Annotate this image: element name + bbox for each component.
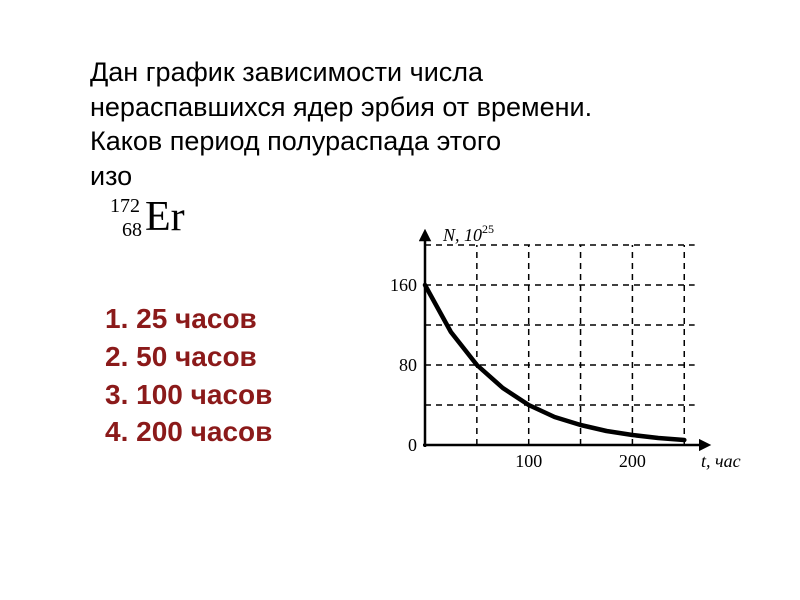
isotope-mass: 172 <box>110 195 140 218</box>
question-line1: Дан график зависимости числа <box>90 57 483 87</box>
question-line4: изо <box>90 161 132 191</box>
decay-chart: 0 80 160 100 200 N, 1025 t, час <box>355 210 755 510</box>
x-tick-label: 200 <box>619 451 646 471</box>
y-tick-label: 160 <box>390 275 417 295</box>
question-text: Дан график зависимости числа нераспавших… <box>90 55 710 193</box>
answer-option-3: 3. 100 часов <box>105 376 272 414</box>
y-tick-label: 0 <box>408 435 417 455</box>
y-tick-label: 80 <box>399 355 417 375</box>
x-tick-label: 100 <box>515 451 542 471</box>
decay-chart-svg: 0 80 160 100 200 N, 1025 t, час <box>355 210 755 490</box>
x-axis-label: t, час <box>701 451 741 471</box>
question-line3: Каков период полураспада этого <box>90 126 501 156</box>
answer-options: 1. 25 часов 2. 50 часов 3. 100 часов 4. … <box>105 300 272 451</box>
answer-option-4: 4. 200 часов <box>105 413 272 451</box>
isotope-element: Er <box>145 193 185 241</box>
decay-curve <box>425 285 684 440</box>
answer-option-2: 2. 50 часов <box>105 338 272 376</box>
y-axis-label: N, 1025 <box>442 222 494 245</box>
question-line2: нераспавшихся ядер эрбия от времени. <box>90 92 592 122</box>
answer-option-1: 1. 25 часов <box>105 300 272 338</box>
isotope-atomic-number: 68 <box>122 219 142 242</box>
